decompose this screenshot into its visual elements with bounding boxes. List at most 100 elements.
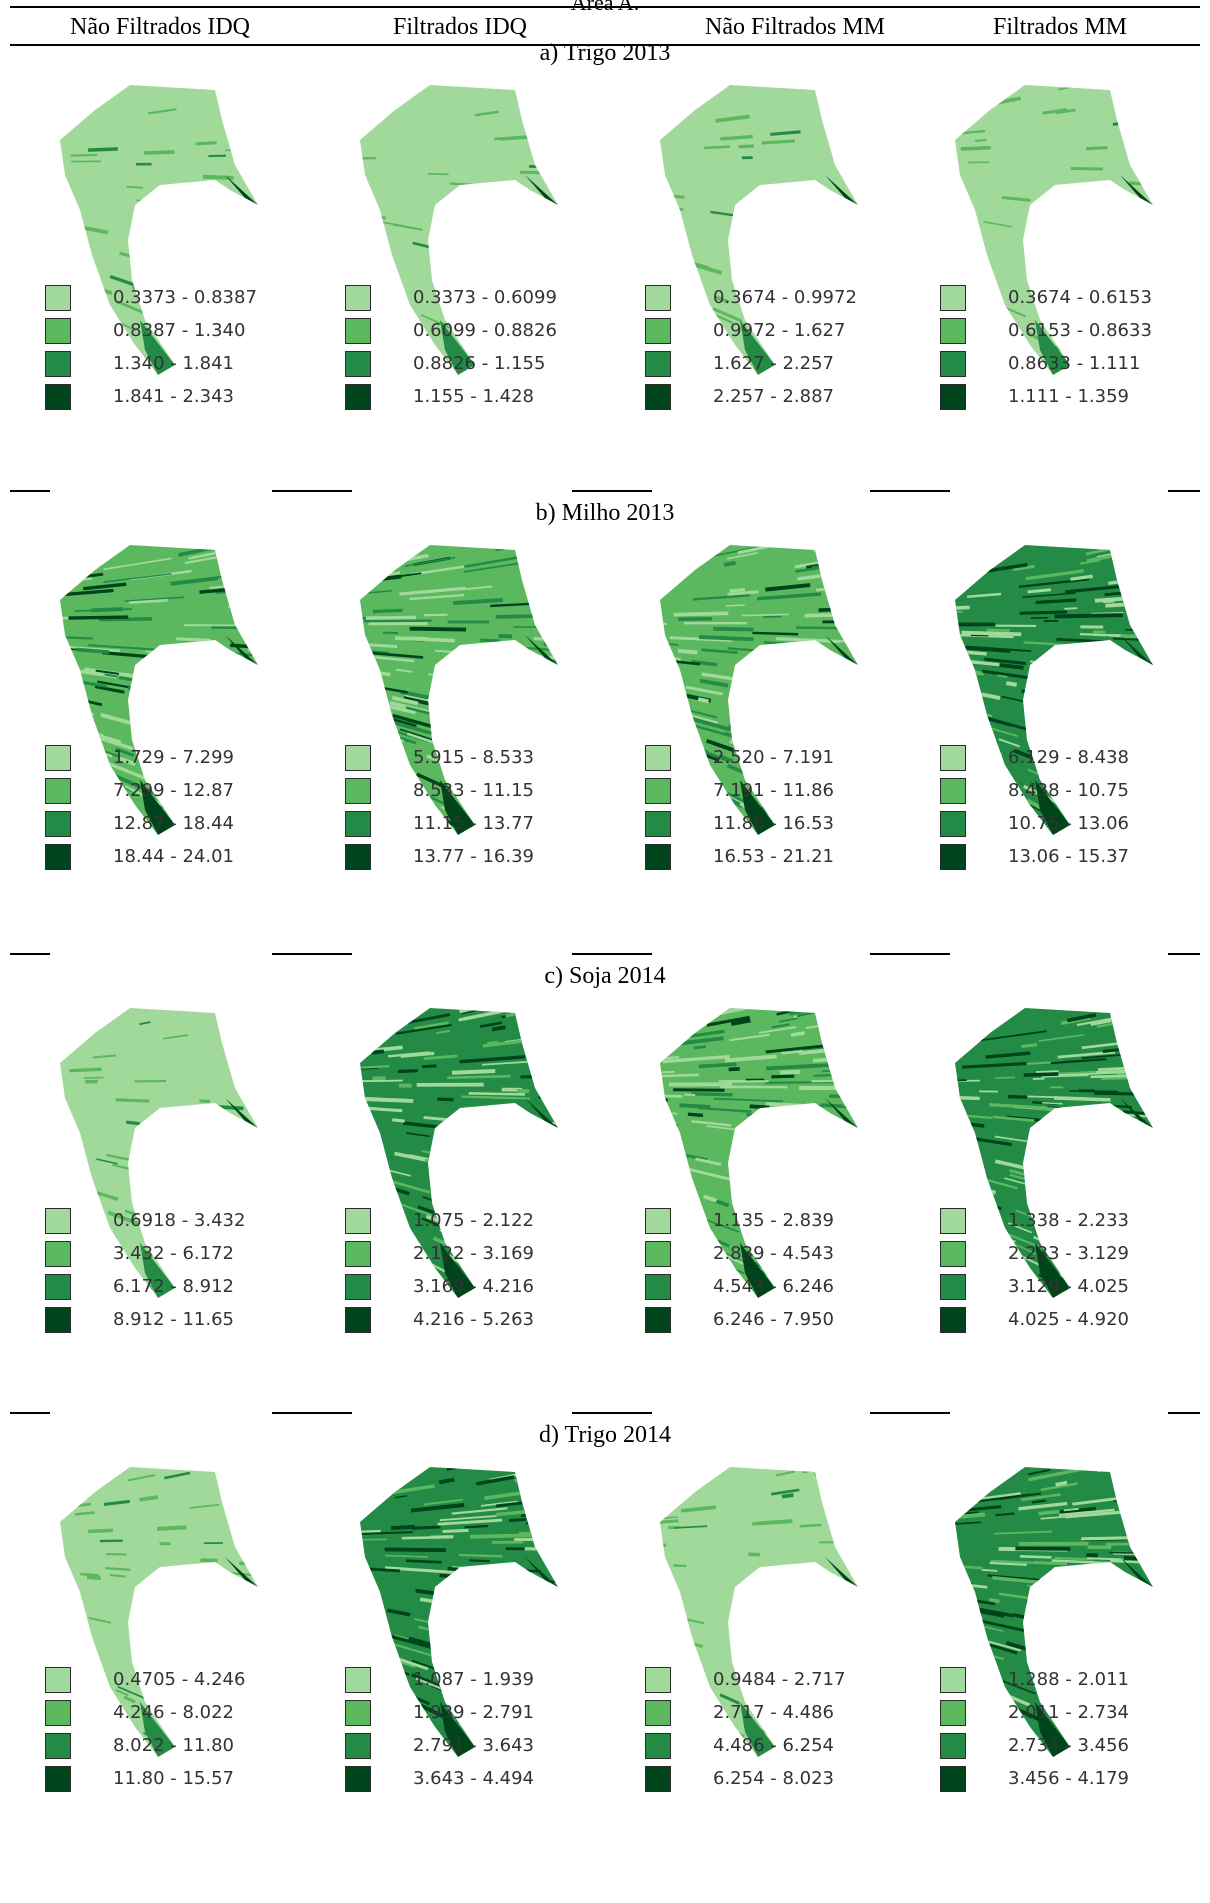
- raster-streak: [1097, 1467, 1150, 1473]
- raster-streak: [868, 1105, 870, 1106]
- raster-streak: [133, 709, 161, 719]
- raster-streak: [761, 139, 796, 145]
- raster-streak: [670, 96, 702, 105]
- legend-item: 0.6099 - 0.8826: [345, 318, 565, 346]
- legend-item: 8.912 - 11.65: [45, 1307, 265, 1335]
- raster-streak: [1098, 1638, 1124, 1648]
- raster-streak: [204, 1003, 235, 1005]
- raster-streak: [520, 1606, 558, 1619]
- raster-streak: [536, 1155, 551, 1161]
- raster-streak: [269, 1519, 270, 1521]
- raster-streak: [386, 1608, 411, 1617]
- legend-swatch: [940, 351, 966, 377]
- legend-swatch: [940, 318, 966, 344]
- column-header-3: Não Filtrados MM: [705, 14, 885, 40]
- raster-streak: [679, 1103, 711, 1109]
- raster-streak: [257, 663, 258, 672]
- field-area: [60, 1008, 258, 1298]
- raster-streak: [156, 1525, 187, 1531]
- raster-streak: [791, 694, 818, 705]
- legend-item: 2.734 - 3.456: [940, 1733, 1160, 1761]
- raster-streak: [451, 1507, 508, 1515]
- raster-streak: [505, 1008, 551, 1018]
- raster-streak: [729, 587, 746, 593]
- raster-streak: [97, 680, 130, 689]
- legend-item: 0.3674 - 0.9972: [645, 285, 865, 313]
- raster-streak: [411, 1525, 441, 1530]
- raster-streak: [1008, 1222, 1033, 1234]
- legend-item: 0.8633 - 1.111: [940, 351, 1160, 379]
- raster-streak: [743, 1153, 802, 1168]
- legend-swatch: [645, 1667, 671, 1693]
- raster-streak: [96, 1158, 118, 1165]
- raster-streak: [406, 732, 434, 744]
- raster-streak: [985, 1051, 1031, 1059]
- legend-label: 0.9484 - 2.717: [713, 1669, 846, 1690]
- raster-streak: [868, 595, 870, 599]
- raster-streak: [437, 1518, 503, 1526]
- legend-item: 1.111 - 1.359: [940, 384, 1160, 412]
- raster-streak: [139, 1190, 155, 1198]
- raster-streak: [522, 1468, 558, 1483]
- raster-streak: [660, 1094, 683, 1098]
- raster-streak: [447, 1139, 482, 1147]
- raster-streak: [1070, 85, 1102, 88]
- raster-streak: [228, 545, 258, 546]
- raster-streak: [967, 1063, 1007, 1068]
- raster-streak: [372, 608, 403, 614]
- raster-streak: [862, 594, 870, 598]
- raster-streak: [970, 633, 989, 637]
- raster-streak: [1149, 552, 1153, 560]
- raster-streak: [1001, 195, 1031, 202]
- raster-streak: [569, 695, 570, 699]
- raster-streak: [219, 692, 253, 701]
- raster-streak: [369, 1620, 383, 1627]
- raster-streak: [415, 1588, 437, 1596]
- legend-swatch: [345, 1766, 371, 1792]
- raster-streak: [436, 1029, 451, 1034]
- raster-streak: [243, 570, 258, 579]
- legend-item: 2.257 - 2.887: [645, 384, 865, 412]
- legend-label: 2.791 - 3.643: [413, 1735, 534, 1756]
- raster-streak: [498, 633, 513, 639]
- raster-streak: [1086, 188, 1104, 194]
- legend-label: 0.6153 - 0.8633: [1008, 320, 1152, 341]
- raster-streak: [801, 1173, 849, 1190]
- raster-streak: [1154, 595, 1165, 598]
- legend-swatch: [645, 285, 671, 311]
- raster-streak: [1146, 1009, 1153, 1019]
- raster-streak: [816, 379, 833, 380]
- raster-streak: [728, 723, 746, 732]
- raster-streak: [502, 729, 540, 744]
- tip-edge: [440, 1243, 475, 1298]
- raster-streak: [365, 615, 416, 620]
- raster-streak: [106, 1008, 126, 1009]
- raster-streak: [1112, 1492, 1153, 1503]
- raster-streak: [1063, 1139, 1092, 1148]
- raster-streak: [765, 1043, 832, 1054]
- raster-streak: [841, 204, 854, 209]
- raster-streak: [80, 1572, 100, 1577]
- raster-streak: [470, 1614, 521, 1628]
- raster-streak: [1087, 1649, 1124, 1665]
- raster-streak: [361, 1531, 413, 1535]
- raster-streak: [809, 1600, 821, 1606]
- raster-streak: [259, 226, 270, 229]
- raster-streak: [384, 1547, 446, 1553]
- raster-streak: [688, 550, 709, 557]
- raster-streak: [802, 1467, 831, 1474]
- raster-streak: [159, 698, 195, 710]
- legend-swatch: [45, 1733, 71, 1759]
- raster-streak: [790, 1123, 825, 1129]
- raster-streak: [526, 1547, 558, 1551]
- legend-swatch: [45, 285, 71, 311]
- raster-streak: [1065, 1467, 1107, 1470]
- legend-item: 13.06 - 15.37: [940, 844, 1160, 872]
- raster-streak: [781, 1493, 794, 1499]
- legend-label: 3.432 - 6.172: [113, 1243, 234, 1264]
- raster-streak: [730, 1018, 751, 1026]
- raster-streak: [438, 1602, 469, 1610]
- raster-streak: [858, 583, 870, 588]
- legend-item: 1.729 - 7.299: [45, 745, 265, 773]
- tip-edge: [825, 175, 858, 205]
